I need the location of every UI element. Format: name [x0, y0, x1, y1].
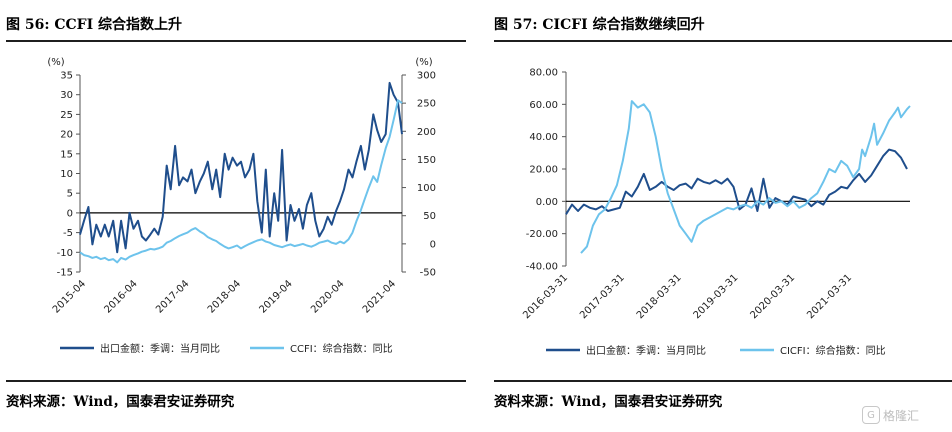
- left-axis-unit: (%): [47, 57, 64, 68]
- right-axis-unit: (%): [415, 57, 432, 68]
- figure-57-title: 图 57: CICFI 综合指数继续回升: [494, 17, 705, 33]
- y-tick-label: -40.00: [526, 262, 558, 273]
- x-tick-label: 2020-03-31: [748, 272, 797, 321]
- x-tick-label: 2018-04: [206, 278, 243, 315]
- figure-56-bottom-rule: [6, 380, 466, 382]
- x-tick-label: 2021-04: [361, 278, 398, 315]
- right-tick-label: 250: [417, 99, 436, 110]
- export-yoy-line: [565, 148, 908, 215]
- left-tick-label: -10: [57, 248, 73, 259]
- x-tick-label: 2017-04: [154, 278, 191, 315]
- left-tick-label: 15: [60, 149, 73, 160]
- y-tick-label: 80.00: [529, 68, 558, 79]
- right-tick-label: 200: [417, 127, 436, 138]
- watermark: G 格隆汇: [862, 404, 946, 426]
- right-tick-label: -50: [420, 268, 436, 279]
- left-tick-label: 35: [60, 71, 73, 82]
- figure-57-source: 资料来源：Wind，国泰君安证券研究: [494, 394, 723, 410]
- right-tick-label: 50: [423, 211, 436, 222]
- x-tick-label: 2016-03-31: [521, 272, 570, 321]
- figure-57-top-rule: [494, 40, 952, 42]
- right-tick-label: 300: [417, 71, 436, 82]
- x-tick-label: 2019-03-31: [692, 272, 741, 321]
- x-tick-label: 2019-04: [257, 278, 294, 315]
- cicfi-yoy-line: [580, 100, 911, 254]
- left-tick-label: 30: [60, 90, 73, 101]
- y-tick-label: -20.00: [526, 229, 558, 240]
- legend-label: CICFI：综合指数：同比: [780, 344, 886, 357]
- legend-label: 出口金额：季调：当月同比: [586, 344, 706, 357]
- x-tick-label: 2018-03-31: [635, 272, 684, 321]
- figure-57-panel: 图 57: CICFI 综合指数继续回升 80.00 60.00 40.00 20.0…: [488, 0, 952, 432]
- legend-label: 出口金额：季调：当月同比: [100, 342, 220, 355]
- right-tick-label: 100: [417, 183, 436, 194]
- x-tick-label: 2020-04: [309, 278, 346, 315]
- left-tick-label: 10: [60, 169, 73, 180]
- left-tick-label: 0: [67, 208, 73, 219]
- y-tick-label: 60.00: [529, 100, 558, 111]
- x-tick-label: 2021-03-31: [805, 272, 854, 321]
- figure-56-source: 资料来源：Wind，国泰君安证券研究: [6, 394, 235, 410]
- ccfi-yoy-line: [79, 99, 403, 264]
- right-tick-label: 0: [430, 239, 436, 250]
- y-tick-label: 20.00: [529, 165, 558, 176]
- figure-56-top-rule: [6, 40, 466, 42]
- export-yoy-line: [79, 81, 403, 254]
- y-tick-label: 40.00: [529, 132, 558, 143]
- x-tick-label: 2017-03-31: [578, 272, 627, 321]
- left-tick-label: -5: [63, 228, 73, 239]
- figure-57-bottom-rule: [494, 380, 952, 382]
- figure-56-panel: 图 56: CCFI 综合指数上升 (%) (%) 35 30 25 20 15 10 5 0 -5…: [0, 0, 470, 432]
- left-tick-label: 20: [60, 130, 73, 141]
- left-tick-label: -15: [57, 268, 73, 279]
- x-tick-label: 2016-04: [102, 278, 139, 315]
- figure-56-chart: (%) (%)35302520151050-5-10-15300250200150…: [47, 57, 436, 355]
- x-tick-label: 2015-04: [51, 278, 88, 315]
- legend-label: CCFI：综合指数：同比: [290, 342, 393, 355]
- figure-57-chart: 80.00 60.00 40.00 20.00 0.00 -20.00 -40.002016…: [521, 68, 911, 357]
- figure-56-title: 图 56: CCFI 综合指数上升: [6, 17, 183, 33]
- watermark-text: 格隆汇: [883, 408, 920, 423]
- y-tick-label: 0.00: [536, 197, 558, 208]
- right-tick-label: 150: [417, 155, 436, 166]
- left-tick-label: 5: [67, 189, 73, 200]
- left-tick-label: 25: [60, 110, 73, 121]
- watermark-logo-icon: G: [862, 406, 880, 424]
